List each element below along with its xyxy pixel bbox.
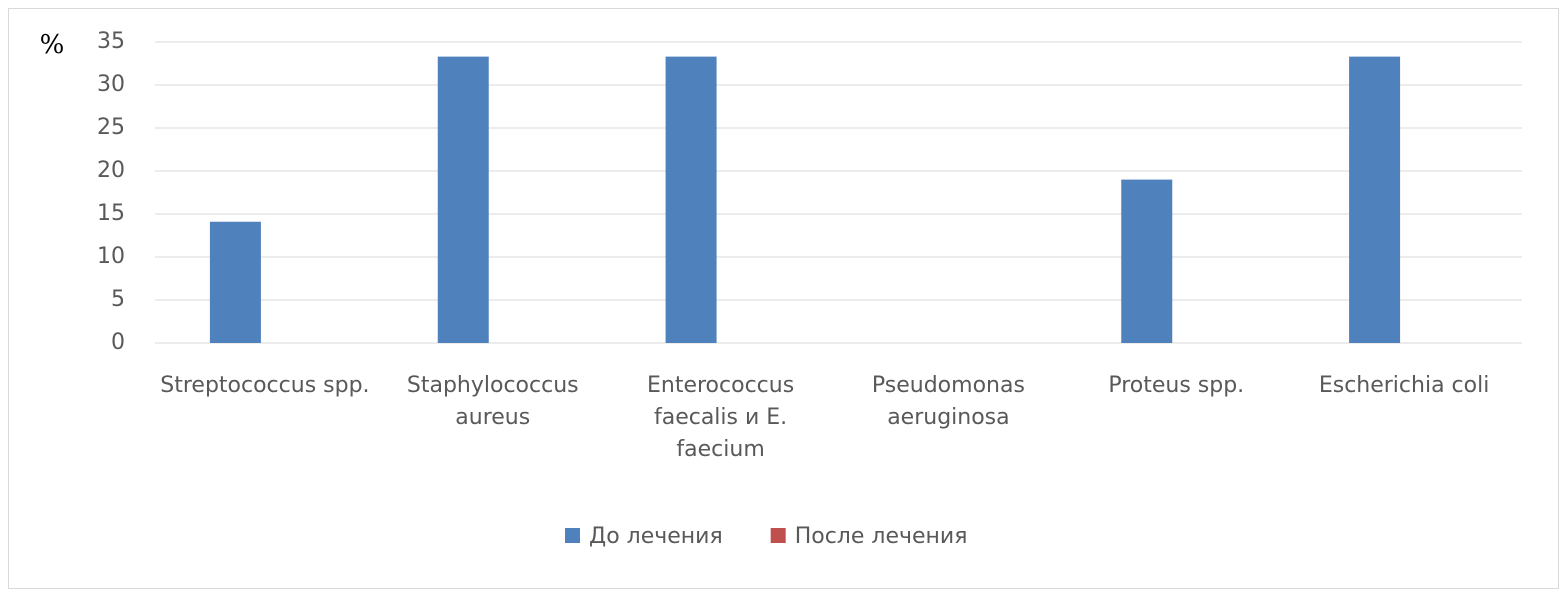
- y-tick-label: 5: [111, 287, 125, 312]
- y-tick-label: 35: [97, 29, 125, 54]
- bar: [665, 56, 717, 344]
- y-unit-label: %: [40, 30, 65, 60]
- x-tick-label: Enterococcus faecalis и E. faecium: [646, 373, 795, 462]
- bar: [437, 56, 489, 344]
- y-tick-label: 15: [97, 201, 125, 226]
- legend-label: До лечения: [589, 524, 723, 549]
- bar: [1349, 56, 1401, 344]
- y-tick-label: 20: [97, 158, 125, 183]
- legend-swatch: [565, 528, 580, 543]
- bar: [209, 221, 261, 343]
- chart-border: [8, 8, 1559, 589]
- bar: [1121, 179, 1173, 343]
- y-tick-label: 30: [97, 72, 125, 97]
- x-tick-label: Escherichia coli: [1318, 373, 1490, 398]
- x-tick-label: Proteus spp.: [1108, 373, 1245, 398]
- x-tick-label: Pseudomonas aeruginosa: [871, 373, 1025, 430]
- x-tick-label: Staphylococcus aureus: [406, 373, 579, 430]
- legend-swatch: [770, 528, 786, 543]
- y-tick-label: 25: [97, 115, 125, 140]
- x-tick-label: Streptococcus spp.: [160, 373, 370, 398]
- legend-label: После лечения: [795, 524, 968, 549]
- y-tick-label: 10: [97, 244, 125, 269]
- y-tick-label: 0: [111, 330, 125, 355]
